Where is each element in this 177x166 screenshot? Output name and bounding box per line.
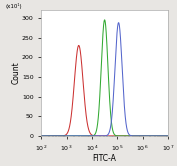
Y-axis label: Count: Count — [11, 62, 20, 84]
X-axis label: FITC-A: FITC-A — [93, 154, 116, 163]
Text: (x10¹): (x10¹) — [6, 3, 22, 9]
